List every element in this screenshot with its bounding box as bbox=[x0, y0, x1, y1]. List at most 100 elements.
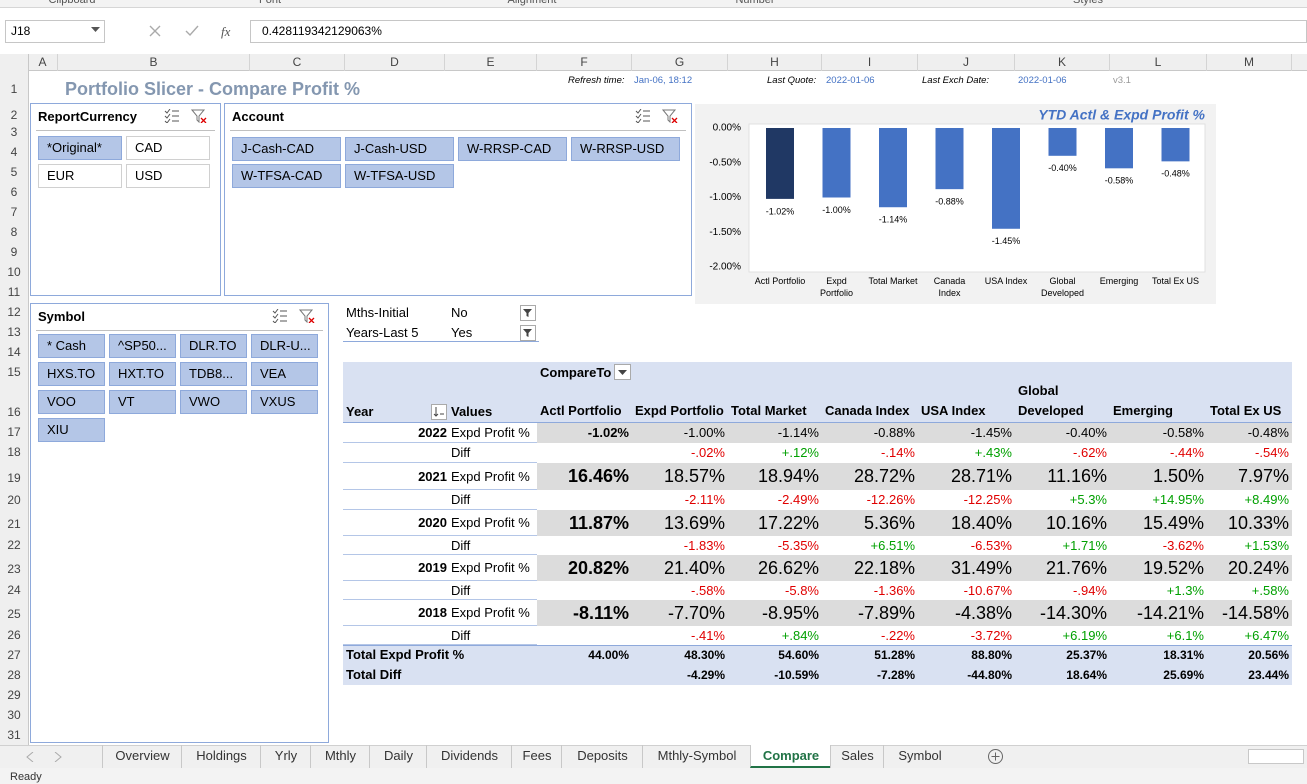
slicer-button-label[interactable]: VEA bbox=[260, 366, 287, 381]
slicer-button-label[interactable]: USD bbox=[135, 168, 163, 183]
slicer-button-label[interactable]: VWO bbox=[189, 394, 221, 409]
sheet-tab-label[interactable]: Dividends bbox=[440, 748, 499, 763]
sheet-tab-label[interactable]: Sales bbox=[841, 748, 874, 763]
sheet-tab[interactable]: Mthly bbox=[310, 745, 369, 768]
slicer-button-label[interactable]: W-TFSA-USD bbox=[354, 168, 436, 183]
slicer-button-label[interactable]: VOO bbox=[47, 394, 76, 409]
slicer-button-label[interactable]: CAD bbox=[135, 140, 163, 155]
slicer-button[interactable]: *Original* bbox=[38, 136, 122, 160]
slicer-button-label[interactable]: W-RRSP-USD bbox=[580, 141, 665, 156]
name-box[interactable] bbox=[5, 20, 105, 43]
sheet-tab[interactable]: Holdings bbox=[181, 745, 260, 768]
sheet-tab[interactable]: Sales bbox=[830, 745, 883, 768]
slicer-button[interactable]: XIU bbox=[38, 418, 105, 442]
slicer-button-label[interactable]: J-Cash-CAD bbox=[241, 141, 314, 156]
pivot-header-cell: Year bbox=[346, 404, 374, 419]
slicer-button-label[interactable]: XIU bbox=[47, 422, 69, 437]
slicer-button[interactable]: EUR bbox=[38, 164, 122, 188]
sheet-tab-label[interactable]: Compare bbox=[762, 748, 820, 763]
sheet-tab[interactable]: Mthly-Symbol bbox=[642, 745, 750, 768]
slicer-button-label[interactable]: EUR bbox=[47, 168, 75, 183]
sheet-tab-label[interactable]: Yrly bbox=[274, 748, 298, 763]
clear-filter-icon[interactable] bbox=[299, 309, 315, 323]
x-tick-label: Total Market bbox=[868, 276, 918, 286]
value-cell: 28.71% bbox=[950, 466, 1012, 486]
slicer-button[interactable]: DLR-U... bbox=[251, 334, 318, 358]
filter-button[interactable] bbox=[520, 305, 536, 321]
slicer-button[interactable]: W-RRSP-CAD bbox=[458, 137, 567, 161]
sheet-tab[interactable]: Deposits bbox=[561, 745, 642, 768]
slicer-button[interactable]: VEA bbox=[251, 362, 318, 386]
slicer-button[interactable]: VWO bbox=[180, 390, 247, 414]
slicer-button[interactable]: W-TFSA-USD bbox=[345, 164, 454, 188]
status-text: Ready bbox=[10, 771, 42, 783]
sheet-tab-label[interactable]: Daily bbox=[384, 748, 413, 763]
slicer-button-label[interactable]: * Cash bbox=[47, 338, 87, 353]
slicer-button-label[interactable]: J-Cash-USD bbox=[354, 141, 427, 156]
multi-select-icon[interactable] bbox=[164, 109, 180, 123]
total-label: Total Diff bbox=[346, 667, 402, 682]
sheet-tab[interactable]: Compare bbox=[750, 745, 830, 768]
slicer-button-label[interactable]: ^SP50... bbox=[118, 338, 167, 353]
tab-next[interactable] bbox=[54, 752, 62, 762]
total-value: 25.69% bbox=[1163, 668, 1204, 682]
chart: YTD Actl & Expd Profit % 0.00% -0.50% -1.00… bbox=[695, 104, 1216, 304]
slicer-button[interactable]: DLR.TO bbox=[180, 334, 247, 358]
sheet-tab-label[interactable]: Fees bbox=[522, 748, 552, 763]
slicer-button-label[interactable]: DLR-U... bbox=[260, 338, 311, 353]
multi-select-icon[interactable] bbox=[635, 109, 651, 123]
y-tick-label: -2.00% bbox=[709, 262, 741, 273]
sheet-tab[interactable]: Daily bbox=[369, 745, 426, 768]
slicer-button[interactable]: USD bbox=[126, 164, 210, 188]
slicer-button-label[interactable]: TDB8... bbox=[189, 366, 234, 381]
slicer-button[interactable]: * Cash bbox=[38, 334, 105, 358]
slicer-button[interactable]: VT bbox=[109, 390, 176, 414]
slicer-button[interactable]: VXUS bbox=[251, 390, 318, 414]
slicer-button[interactable]: HXS.TO bbox=[38, 362, 105, 386]
sheet-tab[interactable]: Overview bbox=[102, 745, 181, 768]
slicer-button[interactable]: HXT.TO bbox=[109, 362, 176, 386]
slicer-button-label[interactable]: DLR.TO bbox=[189, 338, 237, 353]
clear-filter-icon[interactable] bbox=[191, 109, 207, 123]
slicer-button[interactable]: ^SP50... bbox=[109, 334, 176, 358]
value-cell: 5.36% bbox=[863, 513, 915, 533]
slicer-button[interactable]: TDB8... bbox=[180, 362, 247, 386]
chart-svg: YTD Actl & Expd Profit % 0.00% -0.50% -1.00… bbox=[709, 107, 1205, 273]
slicer-button[interactable]: J-Cash-USD bbox=[345, 137, 454, 161]
clear-filter-icon[interactable] bbox=[662, 109, 678, 123]
sheet-tab[interactable]: Symbol bbox=[883, 745, 955, 768]
compare-to-dropdown[interactable] bbox=[614, 364, 631, 380]
row-header: 11 bbox=[7, 285, 21, 299]
slicer-button-label[interactable]: W-TFSA-CAD bbox=[241, 168, 323, 183]
tab-prev[interactable] bbox=[26, 752, 34, 762]
sheet-tab-label[interactable]: Overview bbox=[115, 748, 170, 763]
slicer-button-label[interactable]: HXS.TO bbox=[47, 366, 96, 381]
pivot-header-cell: Total Ex US bbox=[1210, 379, 1291, 421]
slicer-button[interactable]: W-RRSP-USD bbox=[571, 137, 680, 161]
sheet-tab[interactable]: Fees bbox=[511, 745, 561, 768]
sheet-tab-label[interactable]: Symbol bbox=[898, 748, 942, 763]
sheet-tab-label[interactable]: Holdings bbox=[196, 748, 247, 763]
row-header: 12 bbox=[7, 305, 21, 319]
value-cell: +1.53% bbox=[1244, 538, 1289, 553]
sort-button[interactable] bbox=[431, 404, 447, 420]
slicer-button[interactable]: J-Cash-CAD bbox=[232, 137, 341, 161]
slicer-button-label[interactable]: VT bbox=[118, 394, 135, 409]
slicer-button[interactable]: W-TFSA-CAD bbox=[232, 164, 341, 188]
sheet-tab-label[interactable]: Deposits bbox=[577, 748, 628, 763]
sheet-tab-label[interactable]: Mthly bbox=[324, 748, 357, 763]
sheet-tab-label[interactable]: Mthly-Symbol bbox=[657, 748, 737, 763]
slicer-button-label[interactable]: VXUS bbox=[260, 394, 296, 409]
filter-button[interactable] bbox=[520, 325, 536, 341]
multi-select-icon[interactable] bbox=[272, 309, 288, 323]
slicer-button[interactable]: VOO bbox=[38, 390, 105, 414]
slicer-button-label[interactable]: HXT.TO bbox=[118, 366, 164, 381]
slicer-button[interactable]: CAD bbox=[126, 136, 210, 160]
sheet-tab[interactable]: Yrly bbox=[260, 745, 310, 768]
slicer-button-label[interactable]: W-RRSP-CAD bbox=[467, 141, 552, 156]
add-sheet[interactable] bbox=[987, 748, 1004, 765]
column-header: E bbox=[445, 54, 537, 71]
slicer-button-label[interactable]: *Original* bbox=[47, 140, 102, 155]
sheet-tab[interactable]: Dividends bbox=[426, 745, 511, 768]
